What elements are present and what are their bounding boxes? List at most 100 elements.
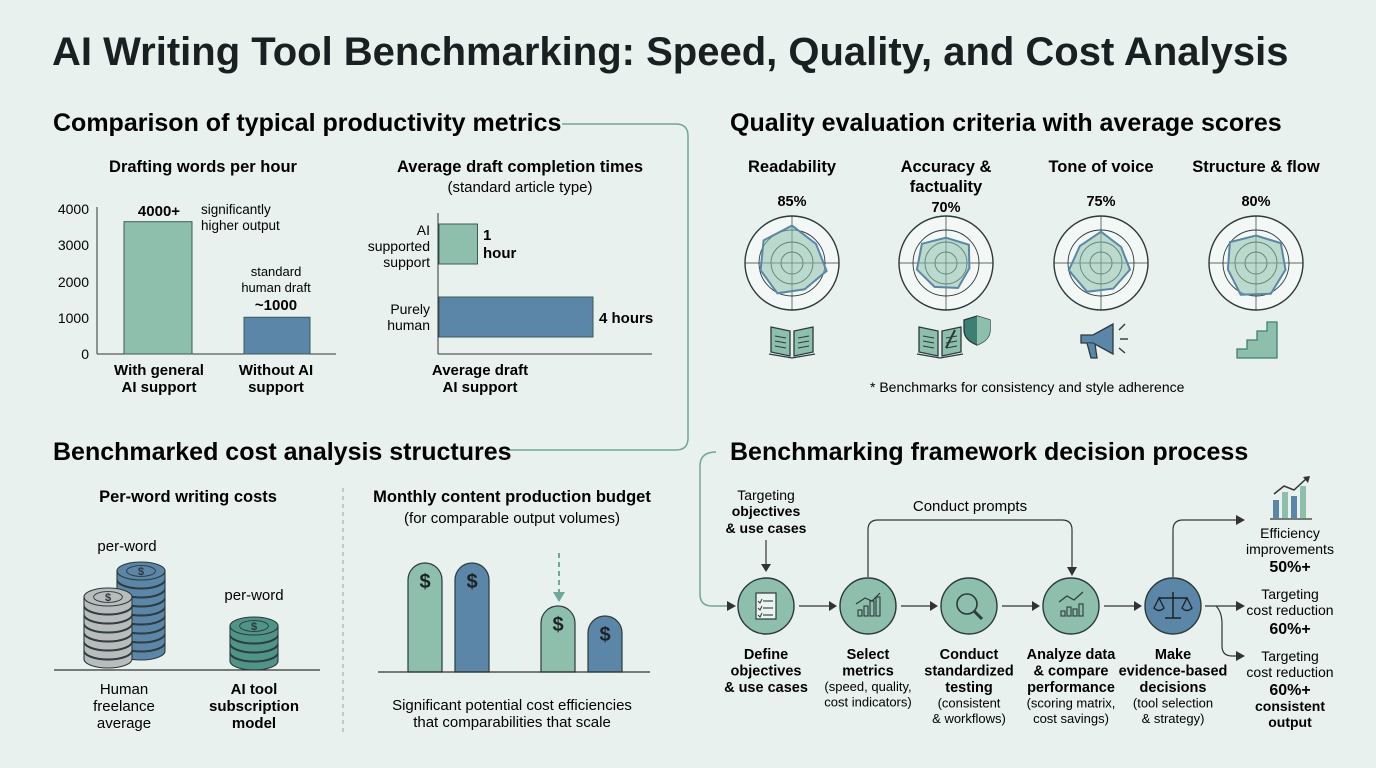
- times-bars: [438, 223, 594, 338]
- outcome-label: Targeting: [1261, 586, 1319, 602]
- ai-bar-label: supported: [368, 238, 430, 254]
- svg-text:$: $: [466, 571, 477, 593]
- step-sublabel: (speed, quality,: [824, 679, 911, 694]
- human-per-word-label: per-word: [97, 538, 156, 555]
- productivity-heading: Comparison of typical productivity metri…: [53, 109, 561, 137]
- step-label: performance: [1027, 680, 1115, 696]
- monthly-budget-subtitle: (for comparable output volumes): [404, 510, 620, 527]
- criterion-score: 70%: [931, 200, 960, 216]
- human-draft-note-1: standard: [251, 264, 302, 279]
- page-title: AI Writing Tool Benchmarking: Speed, Qua…: [52, 30, 1288, 74]
- step-arrow-head: [1032, 601, 1040, 611]
- outcome-value: consistent: [1255, 698, 1325, 714]
- branch-arrow-1: [1172, 519, 1238, 577]
- connector-arrow-head: [727, 601, 736, 611]
- outcome-label: cost reduction: [1246, 664, 1333, 680]
- step-sublabel: cost savings): [1033, 711, 1109, 726]
- human-cat-label: freelance: [93, 698, 155, 715]
- radar-score-shape: [915, 236, 971, 290]
- efficiency-chart-icon: [1270, 476, 1312, 520]
- loop-label: Conduct prompts: [913, 498, 1027, 515]
- outcome-value: 60%+: [1269, 621, 1310, 638]
- criterion-name: factuality: [910, 178, 983, 196]
- y-tick: 4000: [58, 201, 89, 217]
- loop-arrow-head: [1067, 567, 1077, 576]
- line-chart-icon: [1058, 591, 1084, 617]
- times-chart-title: Average draft completion times: [397, 158, 643, 176]
- coin-stack-ai: $: [229, 616, 279, 671]
- svg-text:$: $: [251, 621, 257, 633]
- category-label: Without AI: [239, 362, 313, 379]
- budget-pill-ai: $: [540, 605, 576, 673]
- book-pen-shield-icon: [916, 315, 991, 359]
- y-tick: 3000: [58, 237, 89, 253]
- ai-bar-label: AI: [417, 222, 430, 238]
- outcome-label: Efficiency: [1260, 525, 1320, 541]
- category-label: support: [248, 379, 304, 396]
- budget-pills: $ $ $ $: [407, 562, 623, 673]
- svg-text:$: $: [419, 571, 430, 593]
- step-label: Define: [744, 647, 788, 663]
- ai-cat-label: model: [232, 715, 276, 732]
- branch-arrow-head: [1236, 515, 1245, 525]
- category-label: AI support: [122, 379, 197, 396]
- quality-criterion: Readability 85%: [744, 158, 840, 359]
- criterion-score: 75%: [1086, 194, 1115, 210]
- human-draft-note-2: human draft: [241, 280, 311, 295]
- connector-line-bottom: [699, 451, 727, 607]
- y-tick: 0: [81, 346, 89, 362]
- target-label: objectives: [732, 503, 801, 519]
- criterion-score: 80%: [1241, 194, 1270, 210]
- criterion-score: 85%: [777, 194, 806, 210]
- step-sublabel: (consistent: [938, 696, 1001, 711]
- human-bar-label: human: [387, 317, 430, 333]
- outcome-label: Targeting: [1261, 648, 1319, 664]
- coin-stacks: $ $ $: [83, 561, 279, 671]
- outcome-value: 60%+: [1269, 682, 1310, 699]
- monthly-budget-title: Monthly content production budget: [373, 488, 651, 506]
- times-x-label: AI support: [443, 379, 518, 396]
- step-arrow-head: [1134, 601, 1142, 611]
- budget-pill-human: $: [454, 562, 490, 673]
- target-label: Targeting: [737, 487, 795, 503]
- words-bars: [123, 221, 311, 355]
- step-arrow-head: [930, 601, 938, 611]
- step-label: Analyze data: [1027, 647, 1117, 663]
- human-bar-value: 4 hours: [599, 310, 653, 327]
- stairs-icon: [1236, 321, 1278, 359]
- category-label: With general: [114, 362, 204, 379]
- megaphone-icon: [1080, 322, 1128, 359]
- human-cat-label: average: [97, 715, 151, 732]
- step-label: objectives: [731, 664, 802, 680]
- ai-output-note: significantly higher output: [201, 202, 280, 233]
- ai-per-word-label: per-word: [224, 587, 283, 604]
- step-label: decisions: [1140, 680, 1207, 696]
- bar-chart-icon: [855, 592, 881, 617]
- ai-cat-label: subscription: [209, 698, 299, 715]
- quality-criterion: Accuracy & factuality 70%: [898, 158, 994, 359]
- words-chart-title: Drafting words per hour: [109, 158, 298, 176]
- open-book-icon: [768, 326, 816, 359]
- quality-criteria: Readability 85% Accuracy & factuality 70% Ton…: [744, 158, 1320, 359]
- step-sublabel: (tool selection: [1133, 696, 1213, 711]
- time-bar: [438, 296, 594, 338]
- step-circle: [1042, 577, 1100, 635]
- step-label: standardized: [924, 664, 1013, 680]
- criterion-name: Tone of voice: [1048, 158, 1153, 176]
- outcome-value: output: [1268, 714, 1312, 730]
- times-chart-subtitle: (standard article type): [447, 179, 592, 196]
- bar-value-label: ~1000: [255, 297, 297, 314]
- criterion-name: Readability: [748, 158, 837, 176]
- budget-note: Significant potential cost efficiencies: [392, 697, 632, 714]
- quality-footnote: * Benchmarks for consistency and style a…: [870, 379, 1185, 395]
- step-label: & compare: [1034, 664, 1109, 680]
- words-bar: [243, 316, 311, 355]
- step-label: metrics: [842, 664, 894, 680]
- clipboard-checklist-icon: [755, 592, 777, 620]
- ai-cat-label: AI tool: [231, 681, 278, 698]
- step-sublabel: (scoring matrix,: [1027, 696, 1116, 711]
